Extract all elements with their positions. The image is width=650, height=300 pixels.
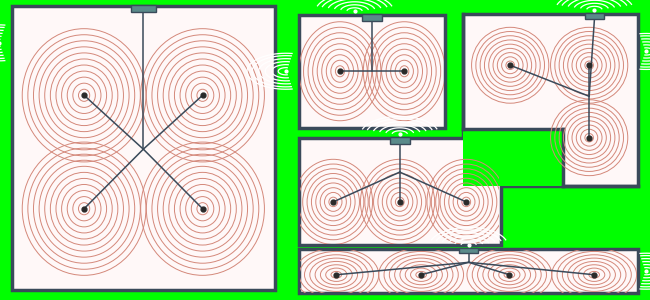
Bar bbox=[131, 5, 156, 12]
Bar bbox=[299, 249, 638, 293]
Bar bbox=[300, 139, 499, 244]
Bar bbox=[585, 13, 604, 19]
Bar bbox=[463, 129, 563, 186]
Bar bbox=[459, 248, 478, 253]
Bar bbox=[300, 250, 637, 293]
Bar bbox=[299, 138, 500, 244]
Bar bbox=[463, 14, 638, 186]
Bar bbox=[390, 137, 410, 144]
Bar bbox=[13, 7, 274, 289]
Bar bbox=[12, 6, 275, 290]
Bar bbox=[464, 14, 637, 185]
Bar bbox=[300, 16, 444, 127]
Bar bbox=[299, 15, 445, 128]
Bar bbox=[363, 14, 382, 21]
